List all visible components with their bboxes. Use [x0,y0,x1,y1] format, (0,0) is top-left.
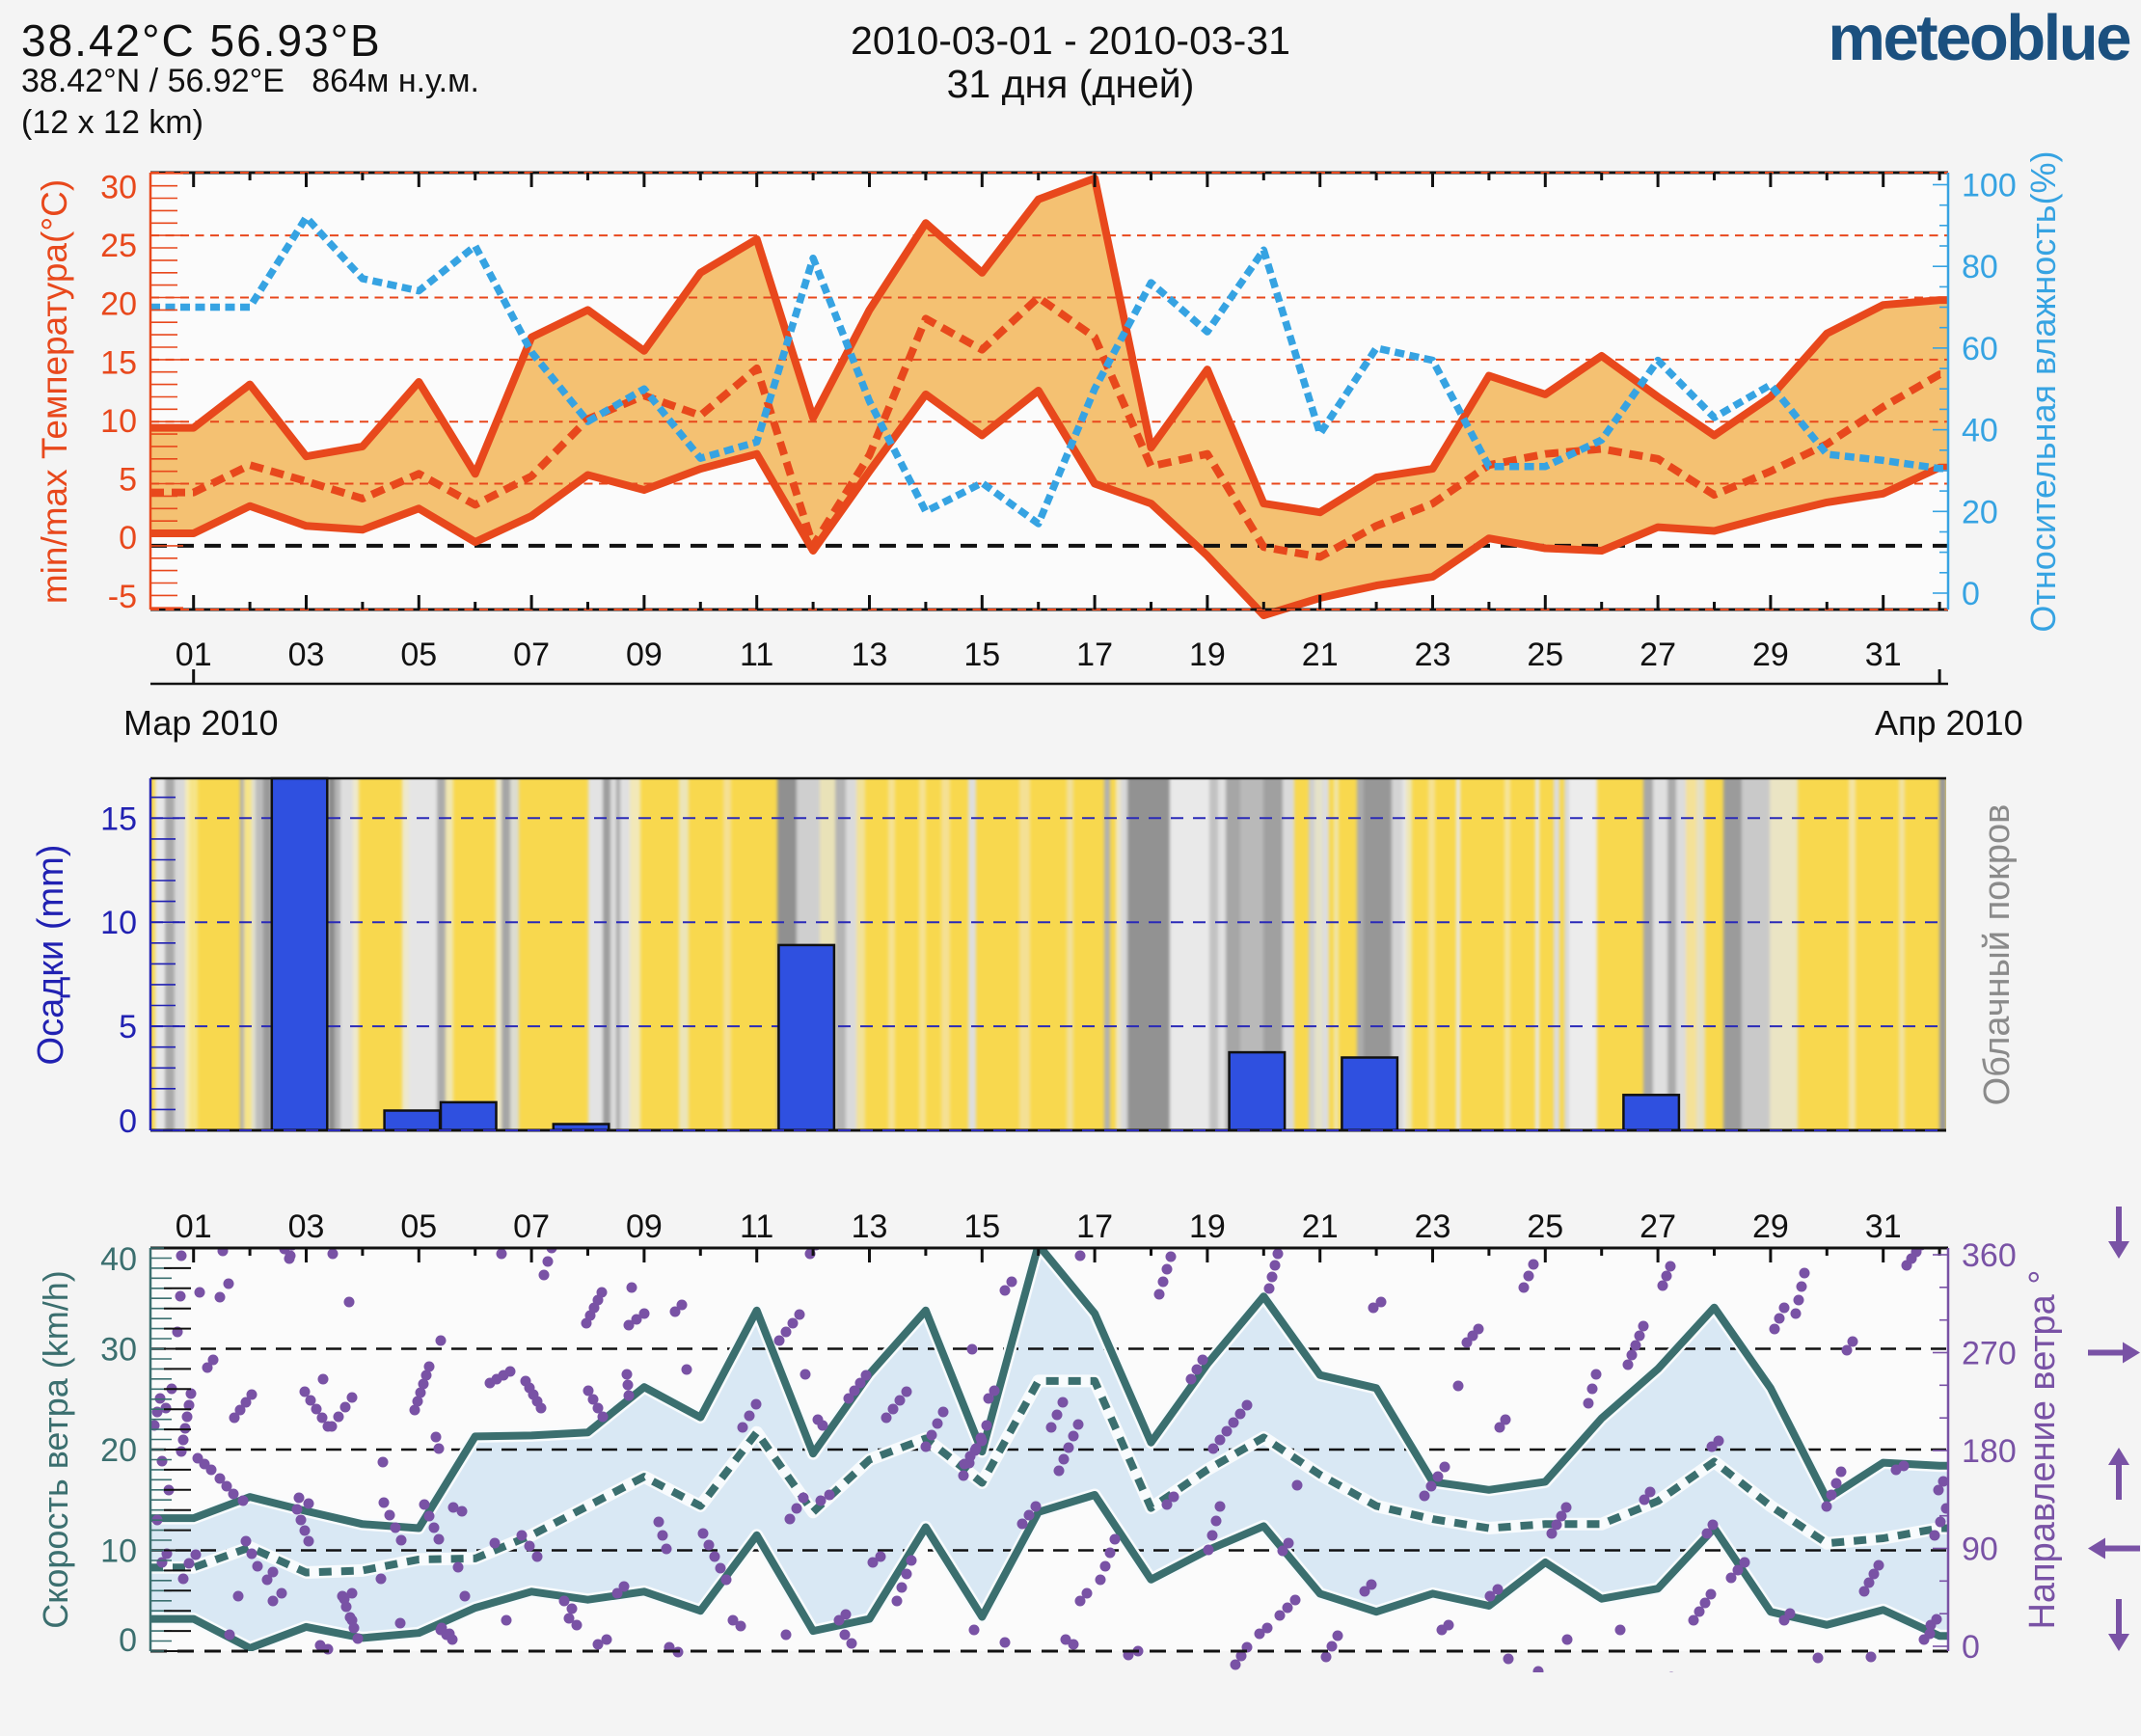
svg-text:03: 03 [288,637,325,673]
svg-text:38.42°С 56.93°В: 38.42°С 56.93°В [21,15,382,66]
svg-text:10: 10 [100,905,137,941]
svg-text:29: 29 [1752,1208,1789,1245]
svg-text:07: 07 [513,637,550,673]
svg-text:Мар 2010: Мар 2010 [123,703,279,743]
svg-text:15: 15 [963,637,1000,673]
svg-text:25: 25 [100,228,137,264]
svg-text:21: 21 [1302,1208,1339,1245]
svg-text:15: 15 [100,344,137,381]
svg-text:100: 100 [1962,168,2017,204]
svg-text:2010-03-01 - 2010-03-31: 2010-03-01 - 2010-03-31 [851,18,1290,63]
svg-text:23: 23 [1415,637,1451,673]
svg-text:min/max Температура(°C): min/max Температура(°C) [35,179,74,604]
svg-text:20: 20 [100,286,137,323]
svg-text:25: 25 [1527,637,1563,673]
svg-text:270: 270 [1962,1336,2017,1372]
svg-text:40: 40 [100,1241,137,1278]
svg-text:0: 0 [1962,576,1980,612]
svg-text:31 дня (дней): 31 дня (дней) [947,62,1195,106]
svg-text:27: 27 [1640,1208,1676,1245]
svg-text:23: 23 [1415,1208,1451,1245]
svg-text:10: 10 [100,403,137,440]
svg-text:01: 01 [176,1208,212,1245]
svg-text:09: 09 [626,1208,663,1245]
svg-text:13: 13 [852,637,888,673]
svg-text:Апр 2010: Апр 2010 [1875,703,2023,743]
svg-text:01: 01 [176,637,212,673]
svg-text:20: 20 [100,1432,137,1469]
svg-text:meteoblue: meteoblue [1828,2,2129,74]
svg-text:03: 03 [288,1208,325,1245]
svg-text:31: 31 [1865,637,1902,673]
svg-text:20: 20 [1962,494,1998,530]
svg-text:15: 15 [963,1208,1000,1245]
svg-text:27: 27 [1640,637,1676,673]
svg-text:17: 17 [1076,637,1113,673]
svg-text:0: 0 [1962,1629,1980,1666]
svg-text:05: 05 [400,1208,437,1245]
svg-text:07: 07 [513,1208,550,1245]
svg-text:80: 80 [1962,249,1998,285]
svg-text:0: 0 [119,1622,137,1659]
svg-text:21: 21 [1302,637,1339,673]
svg-text:19: 19 [1189,637,1226,673]
svg-text:60: 60 [1962,331,1998,367]
svg-text:0: 0 [119,1103,137,1140]
svg-text:40: 40 [1962,413,1998,449]
svg-text:Облачный покров: Облачный покров [1977,804,2018,1106]
svg-text:360: 360 [1962,1237,2017,1274]
svg-text:38.42°N / 56.92°E 864м н.у.м: 38.42°N / 56.92°E 864м н.у.м. [21,63,479,99]
svg-text:0: 0 [119,520,137,556]
svg-text:09: 09 [626,637,663,673]
svg-text:11: 11 [740,637,773,673]
svg-text:Скорость ветра (km/h): Скорость ветра (km/h) [36,1270,75,1629]
svg-text:Относительная влажность(%): Относительная влажность(%) [2023,150,2063,632]
svg-text:11: 11 [740,1208,773,1245]
svg-text:30: 30 [100,170,137,206]
svg-text:30: 30 [100,1332,137,1369]
svg-text:5: 5 [119,462,137,499]
svg-text:-5: -5 [108,579,137,615]
svg-text:90: 90 [1962,1532,1998,1568]
svg-text:180: 180 [1962,1433,2017,1470]
svg-text:(12 x 12 km): (12 x 12 km) [21,104,203,141]
svg-text:05: 05 [400,637,437,673]
svg-text:Направление ветра °: Направление ветра ° [2022,1269,2063,1629]
svg-text:17: 17 [1076,1208,1113,1245]
svg-text:31: 31 [1865,1208,1902,1245]
svg-text:10: 10 [100,1533,137,1570]
svg-text:19: 19 [1189,1208,1226,1245]
svg-text:29: 29 [1752,637,1789,673]
svg-text:Осадки (mm): Осадки (mm) [31,845,71,1066]
svg-text:13: 13 [852,1208,888,1245]
svg-text:25: 25 [1527,1208,1563,1245]
svg-text:5: 5 [119,1009,137,1045]
svg-text:15: 15 [100,800,137,837]
